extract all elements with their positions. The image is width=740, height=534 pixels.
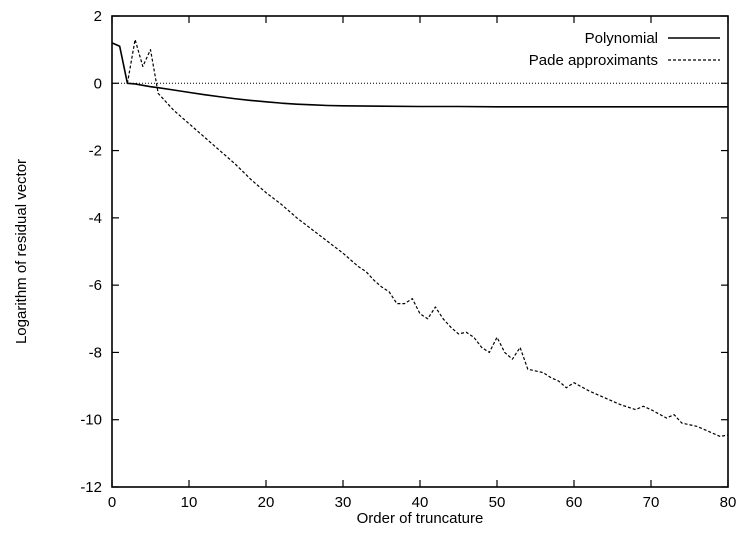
- y-tick-label: 0: [94, 75, 102, 92]
- x-tick-label: 10: [181, 494, 198, 511]
- legend-label-polynomial: Polynomial: [585, 30, 658, 47]
- y-tick-label: -10: [80, 412, 102, 429]
- y-tick-label: -8: [89, 344, 102, 361]
- legend-label-pade-approximants: Pade approximants: [529, 52, 658, 69]
- x-tick-label: 20: [258, 494, 275, 511]
- x-tick-label: 0: [108, 494, 116, 511]
- plot-frame: [111, 15, 729, 488]
- y-tick-label: -4: [89, 210, 102, 227]
- x-axis-label: Order of truncature: [357, 510, 484, 527]
- y-axis-label: Logarithm of residual vector: [13, 159, 30, 344]
- legend: Polynomial Pade approximants: [529, 30, 720, 69]
- y-tick-label: -6: [89, 277, 102, 294]
- x-tick-label: 50: [489, 494, 506, 511]
- series-layer: [111, 38, 729, 438]
- x-tick-label: 70: [643, 494, 660, 511]
- series-line-polynomial: [111, 42, 728, 108]
- x-tick-label: 40: [412, 494, 429, 511]
- series-line-pade-approximants: [126, 38, 729, 438]
- x-tick-label: 60: [566, 494, 583, 511]
- x-tick-label: 30: [335, 494, 352, 511]
- y-tick-label: -2: [89, 143, 102, 160]
- y-tick-label: -12: [80, 479, 102, 496]
- x-tick-label: 80: [720, 494, 737, 511]
- y-tick-label: 2: [94, 8, 102, 25]
